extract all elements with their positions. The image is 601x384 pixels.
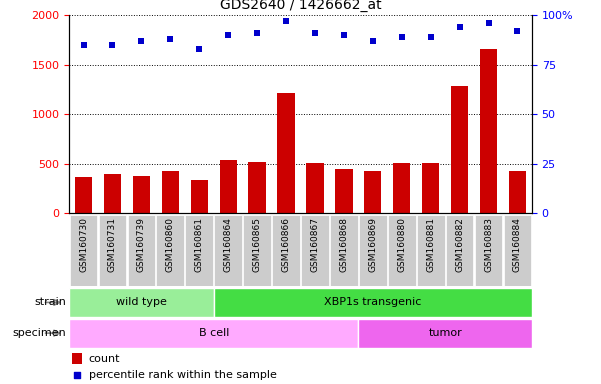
Bar xyxy=(422,163,439,213)
Point xyxy=(224,32,233,38)
Point xyxy=(281,18,291,24)
Bar xyxy=(451,86,468,213)
Bar xyxy=(219,160,237,213)
Text: GSM160865: GSM160865 xyxy=(252,217,261,272)
Point xyxy=(513,28,522,34)
FancyBboxPatch shape xyxy=(330,215,358,286)
Point xyxy=(397,34,406,40)
Point xyxy=(484,20,493,26)
Point xyxy=(339,32,349,38)
FancyBboxPatch shape xyxy=(504,215,531,286)
Bar xyxy=(358,319,532,348)
Text: GSM160884: GSM160884 xyxy=(513,217,522,271)
Bar xyxy=(162,170,179,213)
FancyBboxPatch shape xyxy=(99,215,126,286)
Bar xyxy=(307,163,324,213)
Bar xyxy=(480,49,497,213)
Point xyxy=(455,24,465,30)
FancyBboxPatch shape xyxy=(185,215,213,286)
Text: strain: strain xyxy=(34,297,66,308)
Text: GSM160882: GSM160882 xyxy=(455,217,464,271)
Text: count: count xyxy=(88,354,120,364)
Point xyxy=(79,42,88,48)
Text: GSM160868: GSM160868 xyxy=(340,217,349,272)
Bar xyxy=(191,180,208,213)
Title: GDS2640 / 1426662_at: GDS2640 / 1426662_at xyxy=(220,0,381,12)
FancyBboxPatch shape xyxy=(301,215,329,286)
FancyBboxPatch shape xyxy=(215,215,242,286)
Point xyxy=(426,34,436,40)
FancyBboxPatch shape xyxy=(416,215,445,286)
Bar xyxy=(508,170,526,213)
Text: GSM160867: GSM160867 xyxy=(311,217,320,272)
Point xyxy=(108,42,117,48)
Text: GSM160861: GSM160861 xyxy=(195,217,204,272)
Point xyxy=(72,372,82,378)
FancyBboxPatch shape xyxy=(243,215,271,286)
Text: XBP1s transgenic: XBP1s transgenic xyxy=(324,297,421,308)
Text: GSM160880: GSM160880 xyxy=(397,217,406,272)
Bar xyxy=(248,162,266,213)
Text: GSM160860: GSM160860 xyxy=(166,217,175,272)
FancyBboxPatch shape xyxy=(388,215,416,286)
FancyBboxPatch shape xyxy=(156,215,185,286)
FancyBboxPatch shape xyxy=(70,215,97,286)
Point xyxy=(310,30,320,36)
Point xyxy=(368,38,377,44)
Bar xyxy=(364,170,382,213)
Text: tumor: tumor xyxy=(429,328,462,338)
Bar xyxy=(69,288,214,317)
Text: specimen: specimen xyxy=(13,328,66,338)
Bar xyxy=(72,353,82,364)
Bar xyxy=(393,163,410,213)
Text: percentile rank within the sample: percentile rank within the sample xyxy=(88,370,276,380)
Point xyxy=(252,30,262,36)
Point xyxy=(195,46,204,52)
Point xyxy=(165,36,175,42)
Bar xyxy=(133,176,150,213)
FancyBboxPatch shape xyxy=(475,215,502,286)
Bar xyxy=(104,174,121,213)
Text: GSM160869: GSM160869 xyxy=(368,217,377,272)
Text: GSM160730: GSM160730 xyxy=(79,217,88,272)
Text: wild type: wild type xyxy=(116,297,167,308)
FancyBboxPatch shape xyxy=(272,215,300,286)
Bar xyxy=(277,93,294,213)
Text: GSM160739: GSM160739 xyxy=(137,217,146,272)
Text: GSM160866: GSM160866 xyxy=(281,217,290,272)
Text: GSM160864: GSM160864 xyxy=(224,217,233,271)
Point xyxy=(136,38,146,44)
Text: GSM160881: GSM160881 xyxy=(426,217,435,272)
Text: B cell: B cell xyxy=(198,328,229,338)
Text: GSM160883: GSM160883 xyxy=(484,217,493,272)
Bar xyxy=(75,177,93,213)
Bar xyxy=(69,319,358,348)
Bar xyxy=(214,288,532,317)
Bar xyxy=(335,169,353,213)
FancyBboxPatch shape xyxy=(359,215,386,286)
FancyBboxPatch shape xyxy=(446,215,474,286)
Text: GSM160731: GSM160731 xyxy=(108,217,117,272)
FancyBboxPatch shape xyxy=(127,215,155,286)
